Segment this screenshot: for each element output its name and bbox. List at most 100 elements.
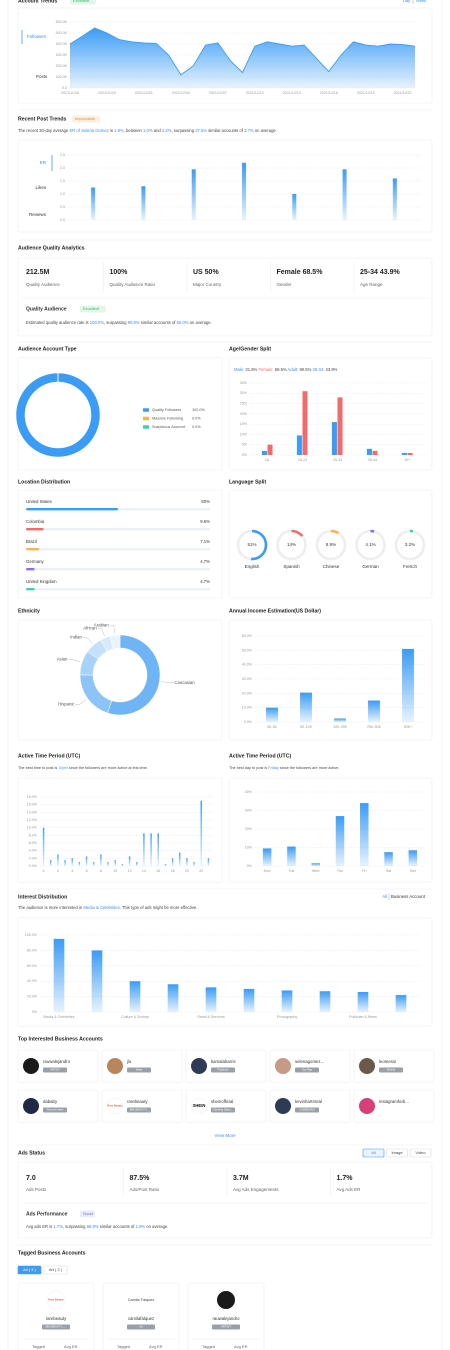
- avatar: [191, 1058, 207, 1074]
- description: Avg ads ER is 1.7%, surpassing 68.8% sim…: [26, 1224, 168, 1229]
- account-name: rauwalejandro: [213, 1316, 241, 1321]
- tag: Art: [139, 1325, 143, 1329]
- y-tick-label: 20.0%: [242, 691, 253, 695]
- country: United States: [26, 499, 52, 504]
- text-part: Estimated quality audience rate is: [26, 320, 90, 325]
- country: Germany: [26, 559, 45, 564]
- bar: [128, 856, 131, 866]
- x-tick-label: 18-24: [298, 458, 307, 462]
- bar: [26, 568, 35, 571]
- stat-value: US 50%: [193, 269, 219, 276]
- x-tick-label: Culture & Society: [121, 1015, 149, 1019]
- view-more: View More: [214, 1133, 236, 1138]
- y-tick-label: 0%: [32, 1010, 38, 1014]
- legend-swatch: [143, 408, 149, 412]
- bar: [71, 858, 73, 866]
- bar-track: [26, 588, 210, 591]
- stat-label: Ads/Post Ratio: [130, 1187, 160, 1192]
- section-title: Language Split: [229, 479, 266, 485]
- bar: [337, 397, 343, 455]
- x-tick-label: 2021/12/22: [394, 91, 412, 95]
- country-value: 4.7%: [200, 559, 210, 564]
- card: [228, 619, 433, 741]
- badge: [80, 305, 106, 313]
- tab: Posts: [36, 74, 48, 79]
- x-tick-label: Politician & News: [349, 1015, 377, 1019]
- account-name: sheinofficial: [211, 1099, 233, 1104]
- y-tick-label: 8.0%: [29, 833, 38, 837]
- y-tick-label: 40.0%: [242, 663, 253, 667]
- section-title: Ethnicity: [18, 608, 40, 614]
- bar: [91, 187, 96, 220]
- section-title: Tagged Business Accounts: [18, 1250, 86, 1256]
- bar: [261, 450, 267, 455]
- account-name: kevinhart4real: [295, 1099, 322, 1104]
- badge: [70, 0, 96, 5]
- bar: [292, 194, 297, 220]
- account-card: [269, 1089, 351, 1123]
- stat-label: Avg Ads ER: [337, 1187, 362, 1192]
- bar: [50, 860, 52, 866]
- bar: [287, 846, 296, 866]
- bar: [193, 862, 195, 866]
- avatar: [359, 1058, 375, 1074]
- text-part: 31.5%: [245, 367, 257, 372]
- line: [69, 27, 416, 76]
- highlight: 3.7%: [244, 128, 254, 133]
- tab: Followers: [27, 34, 47, 39]
- x-tick-label: 2021/12/01: [135, 91, 153, 95]
- card: [17, 777, 223, 883]
- y-tick-label: 20.0%: [27, 995, 38, 999]
- bar: [93, 862, 95, 866]
- badge: [80, 1210, 95, 1218]
- y-tick-label: 35%: [240, 381, 248, 385]
- text-part: The best day to post is: [229, 766, 268, 770]
- text-part: is: [109, 128, 114, 133]
- avatar: [107, 1058, 123, 1074]
- tab: Reviews: [29, 212, 47, 217]
- y-tick-label: 12.0%: [27, 818, 38, 822]
- country: United Kingdom: [26, 579, 57, 584]
- legend-value: 0.0%: [192, 425, 201, 429]
- legend-swatch: [143, 425, 149, 429]
- y-tick-label: 1.5: [60, 179, 65, 183]
- bar: [157, 833, 159, 866]
- bar-track: [26, 528, 210, 531]
- text-part: and: [153, 128, 162, 133]
- y-tick-label: 0.0%: [29, 864, 38, 868]
- x-tick-label: 10K-25K: [333, 725, 348, 729]
- bar: [366, 448, 372, 455]
- x-tick-label: 22: [199, 869, 203, 873]
- tag: Record Label: [47, 1108, 64, 1112]
- tag-pill: [127, 1324, 155, 1330]
- bar: [26, 528, 44, 531]
- tag: ARTIST: [221, 1325, 231, 1329]
- y-tick-label: 18.0%: [27, 795, 38, 799]
- tag: Athlete: [387, 1068, 396, 1072]
- y-tick-label: 100.0K: [56, 75, 68, 79]
- y-tick-label: 4.0%: [29, 849, 38, 853]
- highlight: 99.9%: [128, 320, 140, 325]
- section-title: Interest Distribution: [18, 894, 67, 900]
- card: [17, 1161, 433, 1239]
- bar: [179, 852, 181, 866]
- account-name: rarebeauty: [46, 1316, 67, 1321]
- bar: [300, 692, 312, 722]
- stat-value: 7.0: [26, 1175, 36, 1182]
- x-tick-label: 2021/12/04: [172, 91, 190, 95]
- x-tick-label: 50K+: [404, 725, 413, 729]
- stat-value: 1.7%: [337, 1175, 354, 1182]
- stat-value: 25-34 43.9%: [360, 269, 400, 276]
- language: English: [245, 564, 260, 569]
- highlight: 37.5%: [195, 128, 207, 133]
- tab: [386, 1148, 408, 1158]
- card: [17, 257, 433, 337]
- tag: Clothing (Bran...: [213, 1108, 233, 1112]
- bar: [42, 827, 45, 866]
- bar: [401, 452, 407, 455]
- ring-value: 3.2%: [405, 542, 415, 547]
- bar: [64, 860, 66, 866]
- account-card: [269, 1049, 351, 1083]
- tag-pill: [42, 1324, 70, 1330]
